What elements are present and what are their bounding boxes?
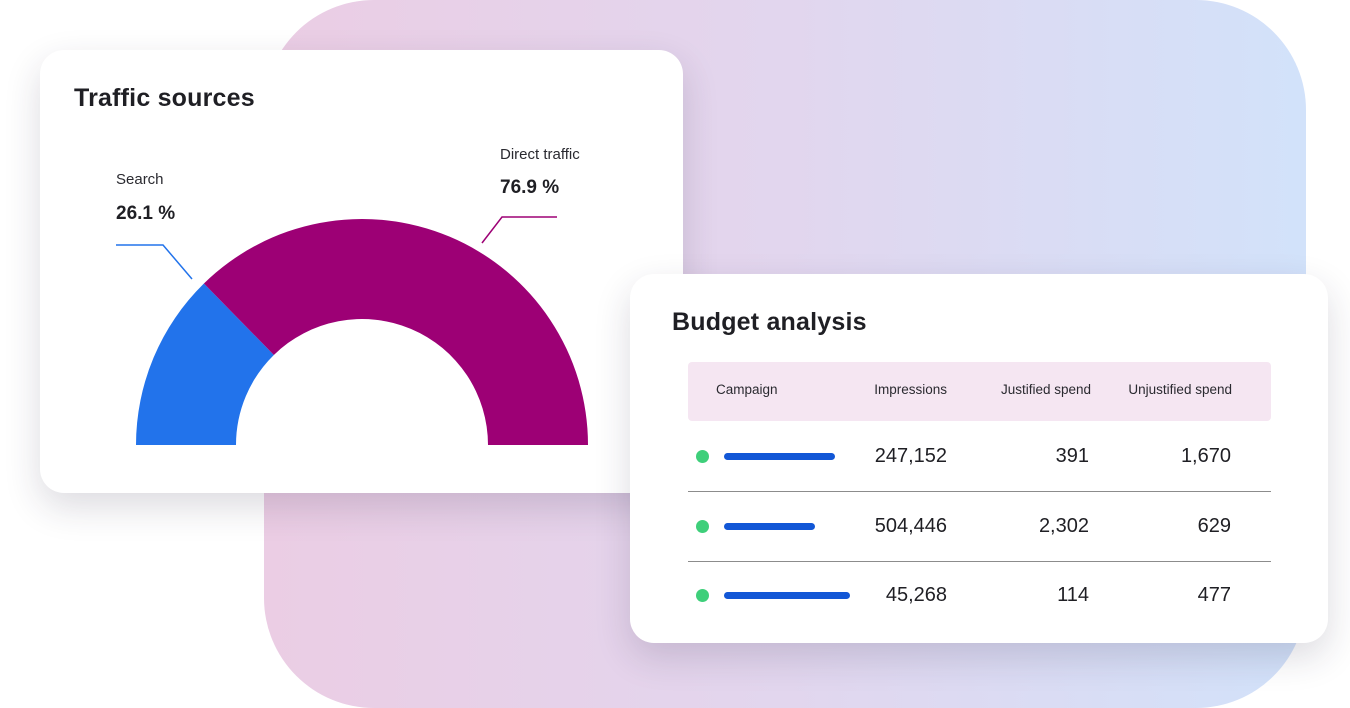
unjustified-spend-cell: 477 <box>1197 584 1231 606</box>
table-row[interactable]: 247,152 391 1,670 <box>688 421 1271 492</box>
traffic-gauge-chart <box>116 216 588 445</box>
campaign-bar <box>724 592 850 599</box>
direct-traffic-label: Direct traffic <box>500 146 580 163</box>
traffic-sources-card: Traffic sources Search 26.1 % Direct tra… <box>40 50 683 493</box>
search-label: Search <box>116 171 164 188</box>
table-row[interactable]: 45,268 114 477 <box>688 560 1271 630</box>
direct-traffic-value: 76.9 % <box>500 177 560 198</box>
budget-analysis-title: Budget analysis <box>672 308 867 336</box>
unjustified-spend-cell: 1,670 <box>1180 445 1231 467</box>
status-dot <box>696 450 709 463</box>
column-header-justified-spend[interactable]: Justified spend <box>1000 382 1091 397</box>
traffic-sources-title: Traffic sources <box>74 84 255 112</box>
impressions-cell: 247,152 <box>874 445 947 467</box>
justified-spend-cell: 2,302 <box>1038 515 1089 537</box>
campaign-bar <box>724 453 835 460</box>
gauge-slice-search <box>136 283 274 445</box>
impressions-cell: 45,268 <box>885 584 947 606</box>
column-header-unjustified-spend[interactable]: Unjustified spend <box>1128 382 1232 397</box>
direct-traffic-leader-line <box>481 216 557 244</box>
budget-analysis-card: Budget analysis Campaign Impressions Jus… <box>630 274 1328 643</box>
unjustified-spend-cell: 629 <box>1197 515 1231 537</box>
column-header-impressions[interactable]: Impressions <box>874 382 947 397</box>
search-leader-line <box>116 244 193 280</box>
justified-spend-cell: 391 <box>1055 445 1089 467</box>
status-dot <box>696 589 709 602</box>
justified-spend-cell: 114 <box>1057 584 1089 606</box>
impressions-cell: 504,446 <box>874 515 947 537</box>
gauge-slice-direct-traffic <box>203 219 588 445</box>
column-header-campaign[interactable]: Campaign <box>716 382 778 397</box>
search-value: 26.1 % <box>116 203 176 224</box>
table-row[interactable]: 504,446 2,302 629 <box>688 491 1271 562</box>
status-dot <box>696 520 709 533</box>
campaign-bar <box>724 523 815 530</box>
table-header: Campaign Impressions Justified spend Unj… <box>688 362 1271 421</box>
